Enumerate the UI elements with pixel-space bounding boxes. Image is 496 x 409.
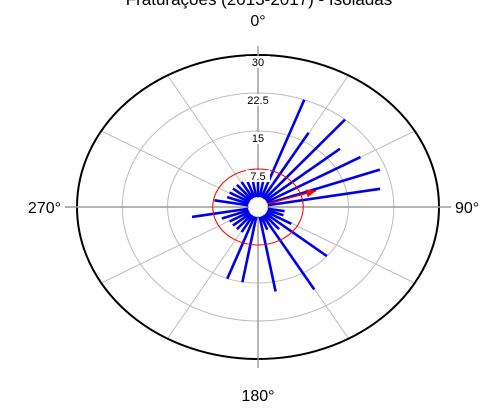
rose-petal (240, 181, 255, 200)
rose-petal (261, 132, 310, 200)
mean-vector-arrowhead (305, 189, 317, 198)
mean-markers (212, 168, 317, 246)
rose-petal (214, 199, 249, 207)
rose-petal (240, 214, 255, 233)
tick-label-bg (246, 94, 270, 106)
rose-petal (236, 213, 253, 231)
tick-label-bg (246, 170, 270, 182)
rose-petal (221, 209, 249, 220)
rose-petal (267, 207, 285, 213)
rose-petal (226, 195, 249, 205)
rose-petal (260, 215, 269, 231)
direction-label-east: 90° (455, 200, 479, 217)
chart-title: Fraturações (2013-2017) - Isoladas (126, 0, 392, 9)
direction-label-south: 180° (241, 388, 274, 405)
radial-tick-label: 7.5 (250, 171, 265, 183)
rose-petal (258, 216, 277, 292)
rose-petal (263, 118, 346, 201)
rose-petal (232, 187, 252, 202)
rose-petal (191, 207, 249, 219)
direction-label-north: 0° (250, 13, 265, 30)
rose-petal (241, 216, 258, 283)
tick-label-bg (246, 132, 270, 144)
radial-tick-label: 15 (252, 133, 264, 145)
rose-petal (264, 147, 341, 202)
rose-petal (245, 179, 256, 199)
rose-petal (226, 215, 256, 280)
axis-labels: 0° 90° 180° 270° 7.5 15 22.5 30 (28, 13, 479, 405)
rose-petal (229, 210, 250, 223)
rose-petal (266, 210, 292, 226)
radial-tick-label: 30 (252, 57, 264, 69)
rose-petal (266, 155, 362, 204)
rose-petal (267, 168, 381, 205)
radial-tick-label: 22.5 (247, 95, 268, 107)
rose-petal (267, 187, 381, 207)
tick-label-bg (246, 56, 270, 68)
rose-petal (232, 212, 252, 227)
center-disk (249, 198, 267, 216)
rose-petal (261, 214, 316, 291)
rose-petal (263, 213, 280, 231)
mean-circle (212, 168, 304, 246)
rose-petal (236, 183, 253, 201)
rose-petal (264, 212, 328, 258)
direction-label-west: 270° (28, 200, 61, 217)
rose-petal (229, 191, 250, 204)
rose-petal (267, 209, 284, 217)
